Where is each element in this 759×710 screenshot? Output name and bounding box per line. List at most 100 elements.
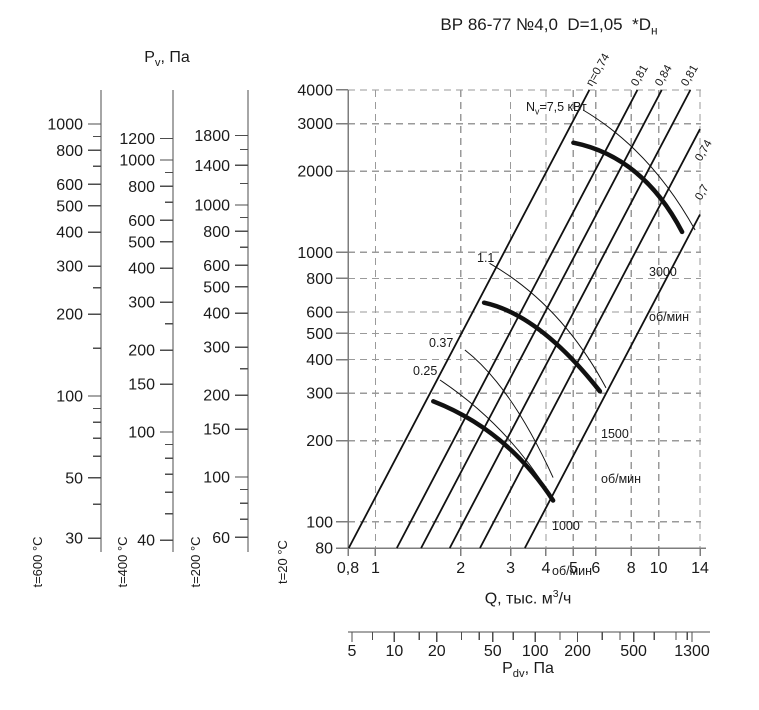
y-tick-label: 200 — [306, 433, 333, 450]
x-tick-label: 3 — [506, 560, 515, 577]
aux-tick-label: 1000 — [47, 117, 83, 134]
aux-tick-label: 200 — [56, 307, 83, 324]
aux-tick-label: 150 — [128, 377, 155, 394]
y-tick-label: 400 — [306, 352, 333, 369]
speed-label-1000: 1000 об/мин — [552, 489, 592, 609]
grid — [348, 89, 701, 548]
pdv-tick-label: 500 — [620, 643, 647, 660]
q-axis-title: Q, тыс. м3/ч — [484, 589, 572, 608]
speed-value: 3000 — [649, 265, 677, 279]
x-tick-label: 8 — [627, 560, 636, 577]
aux-tick-label: 500 — [56, 198, 83, 215]
aux-tick-label: 100 — [203, 470, 230, 487]
aux-scale-200 — [235, 90, 249, 552]
aux-tick-label: 1800 — [194, 128, 230, 145]
y-tick-label: 3000 — [297, 116, 333, 133]
chart-title: ВР 86-77 №4,0 D=1,05 *Dн — [374, 15, 724, 37]
pdv-tick-label: 10 — [385, 643, 403, 660]
aux-scale-labels: 1200 1000 800 600 500 400 300 200 150 100 40 t=400 … — [115, 131, 155, 588]
aux-scale-labels: 1800 1400 1000 800 600 500 400 300 200 150 100 60 t=… — [188, 128, 230, 587]
efficiency-label: 0,7 — [693, 183, 711, 203]
x-tick-label: 10 — [650, 560, 668, 577]
y-tick-label: 600 — [306, 305, 333, 322]
x-tick-label: 0,8 — [337, 560, 359, 577]
x-tick-label: 4 — [541, 560, 550, 577]
speed-unit: об/мин — [552, 564, 593, 578]
aux-scale-labels: 1000 800 600 500 400 300 200 100 50 30 t=600 °C — [30, 117, 83, 588]
aux-tick-label: 150 — [203, 422, 230, 439]
aux-tick-label: 1400 — [194, 158, 230, 175]
pdv-scale — [348, 631, 710, 642]
aux-tick-label: 300 — [203, 340, 230, 357]
x-tick-label: 1 — [371, 560, 380, 577]
aux-tick-label: 1000 — [119, 153, 155, 170]
x-tick-labels: 0,8 1 2 3 4 5 6 8 10 14 — [337, 560, 709, 577]
pdv-tick-label: 5 — [348, 643, 357, 660]
y-tick-label: 800 — [306, 271, 333, 288]
pdv-tick-label: 1300 — [674, 643, 710, 660]
fan-curve — [431, 399, 556, 503]
efficiency-label: η=0,74 — [584, 51, 612, 88]
y-tick-label: 2000 — [297, 164, 333, 181]
aux-tick-label: 100 — [128, 425, 155, 442]
x-tick-label: 6 — [591, 560, 600, 577]
efficiency-line — [524, 214, 701, 549]
efficiency-label: 0,84 — [653, 63, 675, 89]
fan-curve — [571, 140, 685, 235]
aux-tick-label: 200 — [128, 343, 155, 360]
power-curve — [489, 262, 607, 389]
pdv-tick-label: 100 — [522, 643, 549, 660]
aux-tick-label: 60 — [212, 530, 230, 547]
efficiency-label: 0,81 — [679, 63, 701, 88]
pv-axis-title: Pv, Па — [144, 49, 190, 70]
aux-tick-label: 50 — [65, 470, 83, 487]
efficiency-line — [420, 89, 663, 549]
efficiency-line — [347, 89, 591, 549]
y-tick-label: 100 — [306, 514, 333, 531]
speed-label-3000: 3000 об/мин — [649, 235, 689, 355]
t20-label: t=20 °C — [275, 540, 290, 584]
power-label-1-1kw: 1.1 — [477, 251, 495, 265]
power-curve — [582, 109, 696, 231]
aux-temperature-label: t=600 °C — [30, 536, 45, 587]
main-temperature-label: t=20 °C — [275, 540, 290, 584]
aux-temperature-label: t=200 °C — [188, 536, 203, 587]
y-tick-label: 1000 — [297, 245, 333, 262]
power-label-0-37kw: 0.37 — [429, 336, 454, 350]
speed-label-1500: 1500 об/мин — [601, 397, 641, 517]
speed-unit: об/мин — [601, 472, 642, 486]
aux-tick-label: 600 — [56, 177, 83, 194]
aux-tick-label: 600 — [203, 258, 230, 275]
power-curve — [464, 349, 554, 478]
chart-title-text: ВР 86-77 №4,0 D=1,05 *D — [440, 15, 651, 34]
aux-tick-label: 800 — [56, 143, 83, 160]
efficiency-label: 0,81 — [629, 63, 651, 88]
y-tick-labels: 4000 3000 2000 1000 800 600 500 400 300 200 100 80 — [297, 82, 333, 557]
y-tick-label: 80 — [315, 541, 333, 558]
efficiency-line — [396, 89, 639, 549]
aux-temperature-label: t=400 °C — [115, 536, 130, 587]
aux-tick-label: 800 — [203, 224, 230, 241]
aux-tick-label: 400 — [128, 261, 155, 278]
x-tick-label: 5 — [569, 560, 578, 577]
pdv-tick-label: 50 — [484, 643, 502, 660]
aux-scale-400 — [160, 90, 174, 552]
aux-tick-label: 1000 — [194, 198, 230, 215]
aux-tick-label: 30 — [65, 531, 83, 548]
aux-scale-600 — [88, 90, 102, 552]
aux-tick-label: 200 — [203, 388, 230, 405]
pdv-tick-label: 20 — [428, 643, 446, 660]
aux-tick-label: 600 — [128, 213, 155, 230]
aux-tick-label: 300 — [56, 259, 83, 276]
pdv-scale-labels: 5 10 20 50 100 200 500 1300 — [348, 643, 710, 660]
speed-value: 1500 — [601, 427, 629, 441]
aux-tick-label: 800 — [128, 179, 155, 196]
fan-curve — [481, 300, 603, 394]
fan-curves — [431, 140, 685, 503]
chart-title-subscript: н — [650, 23, 658, 38]
y-tick-label: 4000 — [297, 82, 333, 99]
aux-tick-label: 1200 — [119, 131, 155, 148]
aux-tick-label: 100 — [56, 389, 83, 406]
aux-tick-label: 500 — [203, 279, 230, 296]
